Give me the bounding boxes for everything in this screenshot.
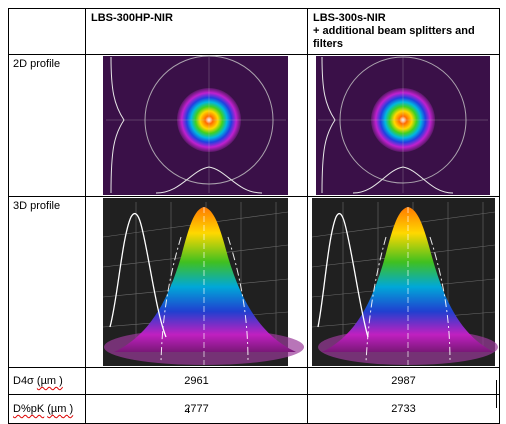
value-d4sigma-hp: 2961 xyxy=(85,367,308,395)
value-dpk-s: 2733 xyxy=(307,394,500,424)
header-lbs-300hp-nir: LBS-300HP-NIR xyxy=(85,8,308,55)
header-empty-cell xyxy=(8,8,86,55)
header-lbs-300s-nir: LBS-300s-NIR + additional beam splitters… xyxy=(307,8,500,55)
cell-2d-profile-hp xyxy=(85,54,308,197)
row-d4sigma: D4σ (µm ) 2961 2987 xyxy=(8,367,500,395)
cursor-mark xyxy=(188,408,189,413)
cell-3d-profile-hp xyxy=(85,196,308,368)
margin-line xyxy=(496,380,497,408)
cell-3d-profile-s xyxy=(307,196,500,368)
beam-profile-3d-image-hp xyxy=(102,198,304,366)
row-label-d4sigma: D4σ (µm ) xyxy=(8,367,86,395)
beam-profile-2d-image-s xyxy=(316,56,490,195)
row-3d-profile: 3D profile xyxy=(8,196,500,368)
row-label-3d-profile: 3D profile xyxy=(8,196,86,368)
value-d4sigma-s: 2987 xyxy=(307,367,500,395)
beam-profile-3d-image-s xyxy=(311,198,498,366)
row-label-2d-profile: 2D profile xyxy=(8,54,86,197)
row-dpk: D%pK (µm ) 2777 2733 xyxy=(8,394,500,424)
header-row: LBS-300HP-NIR LBS-300s-NIR + additional … xyxy=(8,8,500,55)
value-dpk-hp: 2777 xyxy=(85,394,308,424)
header-subtitle: + additional beam splitters and filters xyxy=(313,25,475,50)
row-label-dpk: D%pK (µm ) xyxy=(8,394,86,424)
row-2d-profile: 2D profile xyxy=(8,54,500,197)
cell-2d-profile-s xyxy=(307,54,500,197)
comparison-table: LBS-300HP-NIR LBS-300s-NIR + additional … xyxy=(8,8,500,424)
beam-profile-2d-image-hp xyxy=(103,55,288,195)
